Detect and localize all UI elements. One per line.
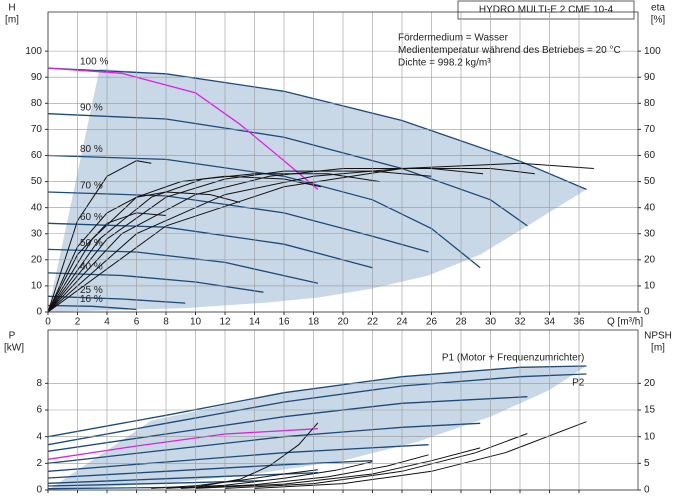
y-tick-label: 0 — [36, 485, 42, 496]
annotation: Fördermedium = Wasser — [398, 33, 509, 44]
series-label: 50 % — [80, 238, 103, 249]
plot-area — [48, 67, 594, 312]
plot-area — [48, 365, 587, 490]
x-tick-label: 0 — [45, 317, 51, 328]
y-tick-label: 6 — [36, 405, 42, 416]
y2-tick-label: 20 — [644, 378, 656, 389]
series-label: P2 — [572, 378, 585, 389]
x-tick-label: 4 — [104, 317, 110, 328]
series-label: 60 % — [80, 212, 103, 223]
plot-frame — [47, 11, 639, 313]
x-tick-label: 24 — [396, 317, 408, 328]
y2-tick-label: 50 — [644, 176, 656, 187]
x-tick-label: 32 — [514, 317, 526, 328]
secondary-curve — [180, 454, 429, 489]
y-tick-label: 70 — [31, 124, 43, 135]
series-label: 16 % — [80, 294, 103, 305]
y-axis-label: H — [8, 3, 15, 14]
y2-tick-label: 10 — [644, 431, 656, 442]
y-tick-label: 50 — [31, 176, 43, 187]
y-tick-label: 30 — [31, 228, 43, 239]
y-tick-label: 60 — [31, 150, 43, 161]
x-tick-label: 16 — [278, 317, 290, 328]
curve — [48, 304, 137, 311]
y2-tick-label: 60 — [644, 150, 656, 161]
title-box — [457, 0, 635, 20]
y-tick-label: 20 — [31, 254, 43, 265]
x-tick-label: 18 — [308, 317, 320, 328]
y2-tick-label: 5 — [644, 458, 650, 469]
y2-axis-label: eta — [651, 3, 665, 14]
curve — [48, 428, 318, 460]
series-label: 80 % — [80, 144, 103, 155]
y-tick-label: 100 — [25, 46, 42, 57]
y2-tick-label: 15 — [644, 405, 656, 416]
curve — [48, 295, 186, 304]
y2-tick-label: 30 — [644, 228, 656, 239]
x-tick-label: 22 — [367, 317, 379, 328]
y2-axis-unit: [%] — [651, 15, 666, 26]
x-tick-label: 30 — [485, 317, 497, 328]
curve — [48, 67, 319, 190]
series-label: 70 % — [80, 181, 103, 192]
y-tick-label: 2 — [36, 458, 42, 469]
operating-range — [48, 366, 587, 490]
y-axis-unit: [m] — [5, 15, 19, 26]
series-label: P1 (Motor + Frequenzumrichter) — [442, 353, 585, 364]
x-axis-label: Q [m³/h] — [607, 317, 643, 328]
y-tick-label: 40 — [31, 202, 43, 213]
series-label: 25 % — [80, 285, 103, 296]
x-tick-label: 12 — [219, 317, 231, 328]
x-tick-label: 36 — [573, 317, 585, 328]
y-tick-label: 80 — [31, 98, 43, 109]
y2-tick-label: 90 — [644, 72, 656, 83]
series-label: 90 % — [80, 102, 103, 113]
curve — [48, 272, 264, 293]
y2-tick-label: 80 — [644, 98, 656, 109]
y-tick-label: 90 — [31, 72, 43, 83]
plot-frame — [47, 329, 639, 491]
x-tick-label: 14 — [249, 317, 261, 328]
y-tick-label: 4 — [36, 431, 42, 442]
y2-axis-unit: [m] — [651, 343, 665, 354]
x-tick-label: 6 — [134, 317, 140, 328]
y2-tick-label: 0 — [644, 307, 650, 318]
curve — [48, 248, 319, 284]
y2-tick-label: 70 — [644, 124, 656, 135]
x-tick-label: 20 — [337, 317, 349, 328]
series-label: 100 % — [80, 57, 108, 68]
y-axis-label: P — [9, 331, 16, 342]
annotation: Dichte = 998.2 kg/m³ — [398, 58, 491, 69]
y2-tick-label: 10 — [644, 281, 656, 292]
x-tick-label: 34 — [544, 317, 556, 328]
secondary-curve — [151, 469, 318, 489]
y-axis-unit: [kW] — [4, 343, 24, 354]
series-label: 40 % — [80, 262, 103, 273]
x-tick-label: 8 — [163, 317, 169, 328]
y-tick-label: 10 — [31, 281, 43, 292]
y2-tick-label: 100 — [644, 46, 661, 57]
x-tick-label: 10 — [190, 317, 202, 328]
x-tick-label: 2 — [75, 317, 81, 328]
x-tick-label: 28 — [455, 317, 467, 328]
y2-tick-label: 0 — [644, 485, 650, 496]
y2-tick-label: 40 — [644, 202, 656, 213]
y2-axis-label: NPSH — [644, 331, 672, 342]
y2-tick-label: 20 — [644, 254, 656, 265]
chart-title: HYDRO MULTI-E 2 CME 10-4 — [479, 5, 614, 16]
curve — [48, 154, 481, 269]
y-tick-label: 0 — [36, 307, 42, 318]
annotation: Medientemperatur während des Betriebes =… — [398, 45, 621, 56]
y-tick-label: 8 — [36, 378, 42, 389]
x-tick-label: 26 — [426, 317, 438, 328]
